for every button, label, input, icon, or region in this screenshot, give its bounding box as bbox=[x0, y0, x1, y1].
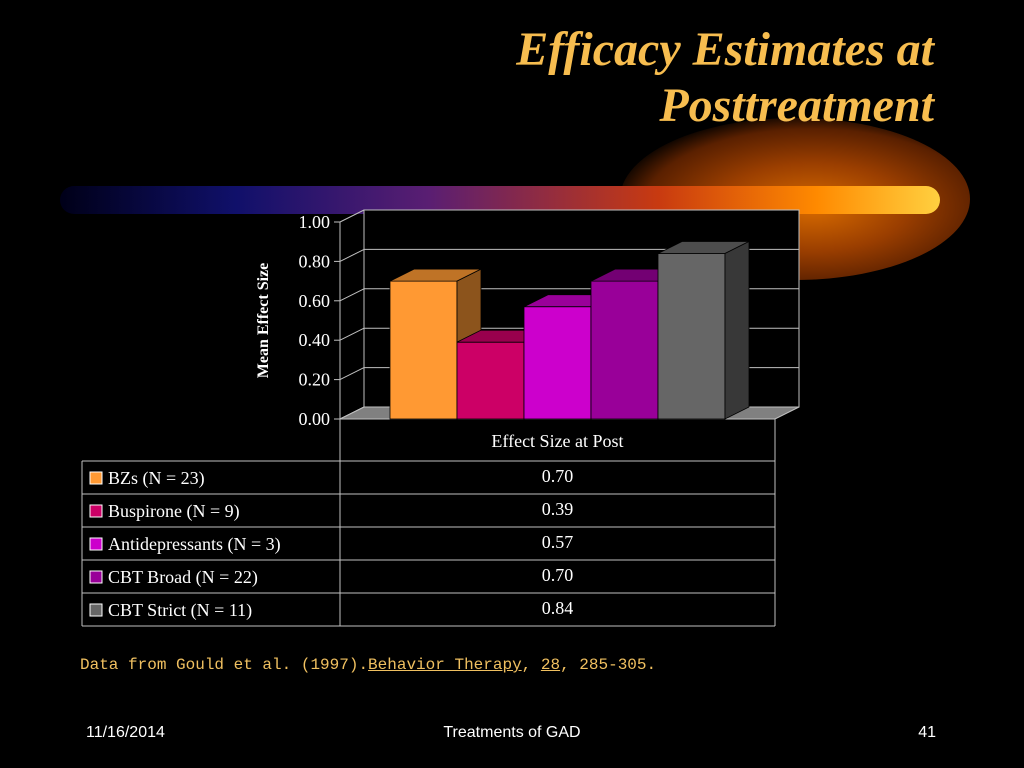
citation-volume: 28 bbox=[540, 656, 561, 674]
bar bbox=[657, 253, 726, 420]
citation-pages: , 285-305. bbox=[560, 656, 657, 674]
gridline-side bbox=[339, 209, 365, 223]
footer-page-number: 41 bbox=[918, 724, 936, 741]
slide-title: Efficacy Estimates at Posttreatment bbox=[294, 22, 934, 134]
gridline-side bbox=[339, 367, 365, 381]
data-label: 0.39 bbox=[542, 499, 574, 519]
legend-swatch bbox=[89, 471, 103, 485]
legend-label: CBT Broad (N = 22) bbox=[108, 567, 258, 588]
y-tick-label: 1.00 bbox=[299, 212, 331, 232]
y-axis-label: Mean Effect Size bbox=[255, 263, 272, 379]
bar bbox=[456, 341, 525, 420]
citation-separator: , bbox=[521, 656, 541, 674]
legend-swatch bbox=[89, 603, 103, 617]
legend-swatch bbox=[89, 504, 103, 518]
footer-date: 11/16/2014 bbox=[86, 724, 165, 741]
legend-label: Buspirone (N = 9) bbox=[108, 501, 240, 522]
bar bbox=[389, 280, 458, 420]
citation-journal: Behavior Therapy bbox=[368, 656, 522, 674]
title-line-1: Efficacy Estimates at bbox=[516, 23, 934, 76]
footer-title: Treatments of GAD bbox=[443, 724, 581, 741]
legend-swatch bbox=[89, 570, 103, 584]
legend-label: Antidepressants (N = 3) bbox=[108, 534, 281, 555]
data-label: 0.57 bbox=[542, 532, 574, 552]
gridline-side bbox=[339, 248, 365, 262]
bar-side bbox=[724, 240, 750, 420]
y-tick-label: 0.60 bbox=[299, 291, 331, 311]
y-tick-label: 0.00 bbox=[299, 409, 331, 429]
data-label: 0.70 bbox=[542, 565, 574, 585]
citation: Data from Gould et al. (1997).Behavior T… bbox=[80, 656, 656, 674]
title-line-2: Posttreatment bbox=[659, 79, 934, 132]
decorative-gradient-band bbox=[60, 186, 940, 214]
gridline-side bbox=[339, 288, 365, 302]
citation-prefix: Data from Gould et al. (1997). bbox=[80, 656, 369, 674]
legend-label: BZs (N = 23) bbox=[108, 468, 205, 489]
data-label: 0.84 bbox=[542, 598, 574, 618]
y-tick-label: 0.80 bbox=[299, 251, 331, 271]
gridline-side bbox=[339, 327, 365, 341]
data-label: 0.70 bbox=[542, 466, 574, 486]
legend-swatch bbox=[89, 537, 103, 551]
legend-label: CBT Strict (N = 11) bbox=[108, 600, 252, 621]
y-tick-label: 0.40 bbox=[299, 330, 331, 350]
bar bbox=[590, 280, 659, 420]
bar bbox=[523, 306, 592, 420]
table-category-header: Effect Size at Post bbox=[491, 431, 623, 451]
y-tick-label: 0.20 bbox=[299, 370, 331, 390]
